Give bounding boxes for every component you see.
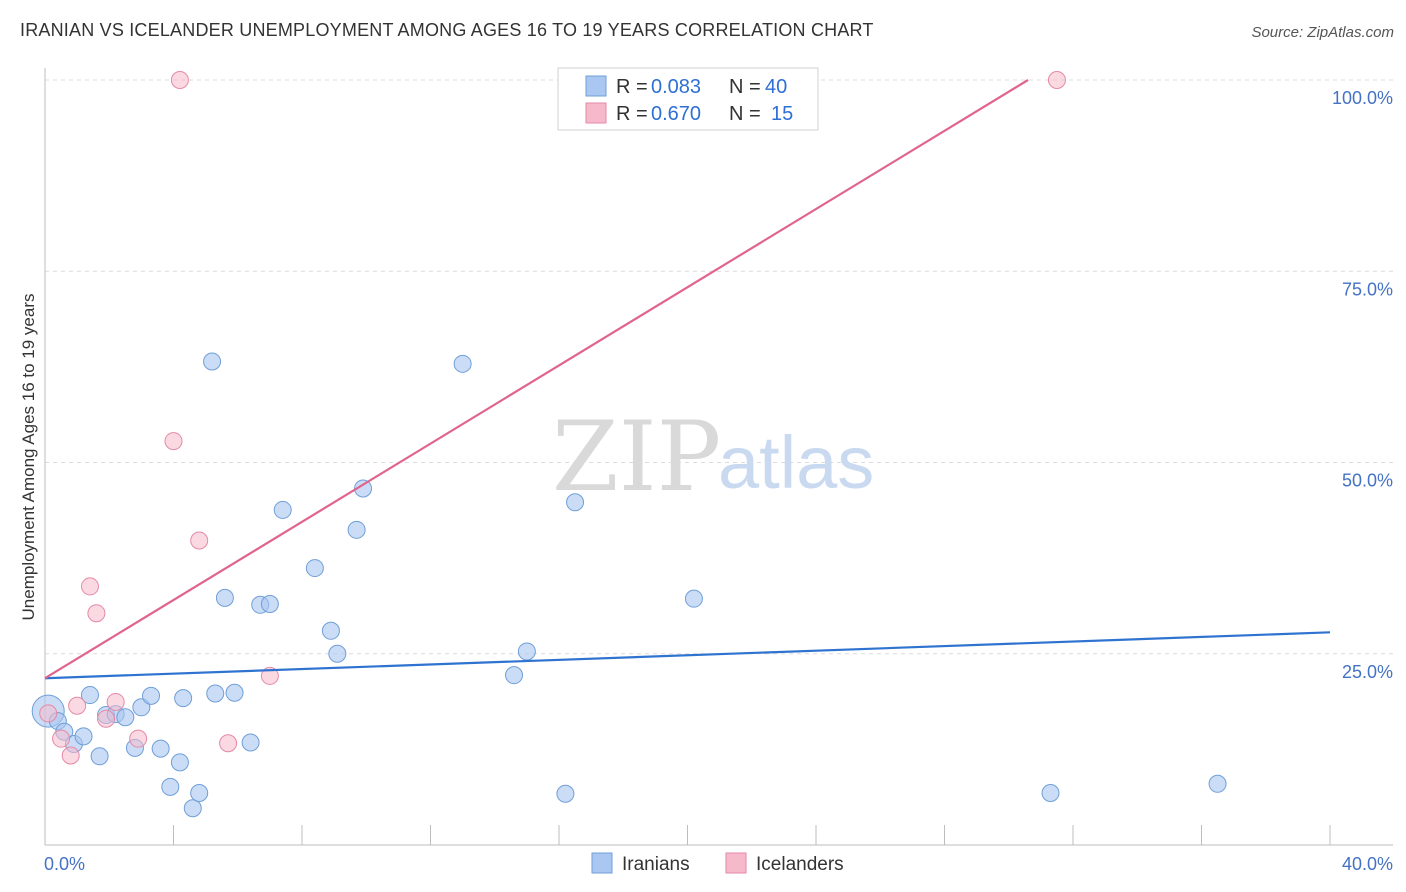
iranian-point (90, 747, 109, 766)
iranian-point (203, 352, 222, 371)
trend-lines (44, 79, 1331, 680)
icelander-point (106, 692, 125, 711)
grid-lines (45, 79, 1393, 655)
iranian-point (347, 520, 366, 539)
icelander-point (39, 704, 58, 723)
icelander-point (87, 604, 106, 623)
iranian-point (170, 753, 189, 772)
iranian-point (684, 589, 703, 608)
icelander-point (219, 734, 238, 753)
y-axis-label: Unemployment Among Ages 16 to 19 years (19, 294, 38, 621)
legend-n-label-2: N = (729, 103, 761, 125)
icelander-point (190, 531, 209, 550)
iranian-point (453, 354, 472, 373)
iranian-point (241, 733, 260, 752)
iranian-point (183, 799, 202, 818)
iranian-point (354, 479, 373, 498)
icelander-point (129, 729, 148, 748)
legend-n-value-2: 15 (771, 103, 793, 125)
legend-r-value-2: 0.670 (651, 103, 701, 125)
tick-labels: 25.0% 50.0% 75.0% 100.0% 0.0% 40.0% (44, 88, 1393, 874)
iranian-point (116, 708, 135, 727)
legend-r-label-1: R = (616, 76, 648, 98)
iranian-point (566, 493, 585, 512)
iranian-point (206, 684, 225, 703)
iranian-trend-line (44, 631, 1331, 680)
icelander-point (80, 577, 99, 596)
iranian-point (142, 686, 161, 705)
legend-r-value-1: 0.083 (651, 76, 701, 98)
icelander-point (52, 729, 71, 748)
legend-swatch-iranians (585, 75, 607, 97)
iranian-point (225, 683, 244, 702)
legend-n-value-1: 40 (765, 76, 787, 98)
icelander-point (260, 666, 279, 685)
x-tick-label-max: 40.0% (1342, 854, 1393, 874)
watermark: ZIP atlas (552, 401, 874, 513)
iranian-point (132, 698, 151, 717)
data-points (31, 71, 1227, 818)
iranian-point (215, 588, 234, 607)
legend-n-label-1: N = (729, 76, 761, 98)
iranian-point (74, 727, 93, 746)
watermark-atlas: atlas (718, 421, 874, 504)
icelander-point (164, 432, 183, 451)
iranian-point (151, 739, 170, 758)
icelander-point (61, 746, 80, 765)
series-legend-label-iranians: Iranians (622, 854, 690, 875)
legend-r-label-2: R = (616, 103, 648, 125)
chart-title: IRANIAN VS ICELANDER UNEMPLOYMENT AMONG … (20, 20, 874, 40)
watermark-zip: ZIP (552, 401, 721, 513)
y-tick-label: 50.0% (1342, 471, 1393, 491)
iranian-point (556, 784, 575, 803)
source-credit: Source: ZipAtlas.com (1251, 24, 1394, 41)
iranian-point (1208, 774, 1227, 793)
iranian-point (305, 559, 324, 578)
icelander-point (170, 71, 189, 89)
series-legend: Iranians Icelanders (591, 852, 844, 875)
iranian-point (161, 777, 180, 796)
x-tick-label-min: 0.0% (44, 854, 85, 874)
icelander-point (68, 696, 87, 715)
iranian-point (505, 666, 524, 685)
icelander-trend-line (44, 79, 1029, 680)
correlation-legend: R = 0.083 N = 40 R = 0.670 N = 15 (557, 67, 819, 131)
iranian-point (190, 783, 209, 802)
y-tick-label: 75.0% (1342, 279, 1393, 299)
series-legend-label-icelanders: Icelanders (756, 854, 844, 875)
iranian-point (517, 642, 536, 661)
y-tick-label: 25.0% (1342, 662, 1393, 682)
y-tick-label: 100.0% (1332, 88, 1393, 108)
series-legend-swatch-icelanders (725, 852, 747, 874)
iranian-point (273, 500, 292, 519)
series-legend-swatch-iranians (591, 852, 613, 874)
iranian-point (328, 644, 347, 663)
icelander-point (97, 709, 116, 728)
iranian-point (260, 595, 279, 614)
iranian-point (174, 689, 193, 708)
legend-swatch-icelanders (585, 102, 607, 124)
iranian-point (80, 686, 99, 705)
iranian-point (1041, 783, 1060, 802)
iranian-point (321, 621, 340, 640)
icelander-point (1047, 71, 1066, 89)
